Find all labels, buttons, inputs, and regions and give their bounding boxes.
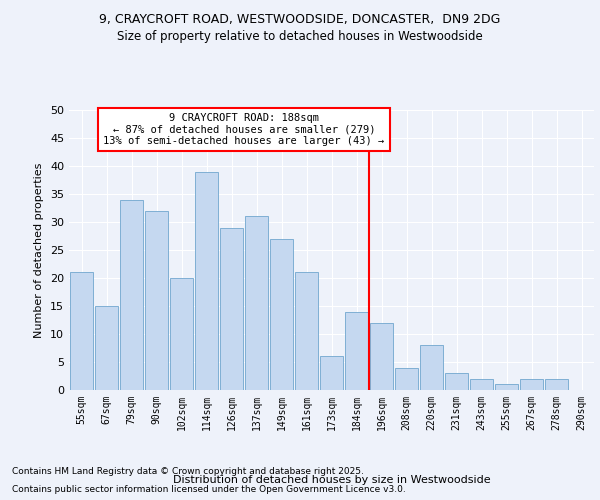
Bar [320,356,343,390]
Bar [395,368,418,390]
Bar [419,345,443,390]
Bar [70,272,94,390]
Bar [269,239,293,390]
Bar [344,312,368,390]
Bar [445,373,469,390]
Bar [520,379,544,390]
Text: 9 CRAYCROFT ROAD: 188sqm
← 87% of detached houses are smaller (279)
13% of semi-: 9 CRAYCROFT ROAD: 188sqm ← 87% of detach… [103,113,385,146]
Bar [545,379,568,390]
Bar [145,211,169,390]
Bar [95,306,118,390]
Bar [370,323,394,390]
Text: Size of property relative to detached houses in Westwoodside: Size of property relative to detached ho… [117,30,483,43]
Bar [295,272,319,390]
Bar [245,216,268,390]
Bar [470,379,493,390]
Bar [170,278,193,390]
Bar [494,384,518,390]
Text: Contains public sector information licensed under the Open Government Licence v3: Contains public sector information licen… [12,485,406,494]
Text: Contains HM Land Registry data © Crown copyright and database right 2025.: Contains HM Land Registry data © Crown c… [12,467,364,476]
Bar [119,200,143,390]
Bar [194,172,218,390]
Text: 9, CRAYCROFT ROAD, WESTWOODSIDE, DONCASTER,  DN9 2DG: 9, CRAYCROFT ROAD, WESTWOODSIDE, DONCAST… [100,12,500,26]
Y-axis label: Number of detached properties: Number of detached properties [34,162,44,338]
Bar [220,228,244,390]
X-axis label: Distribution of detached houses by size in Westwoodside: Distribution of detached houses by size … [173,474,490,484]
